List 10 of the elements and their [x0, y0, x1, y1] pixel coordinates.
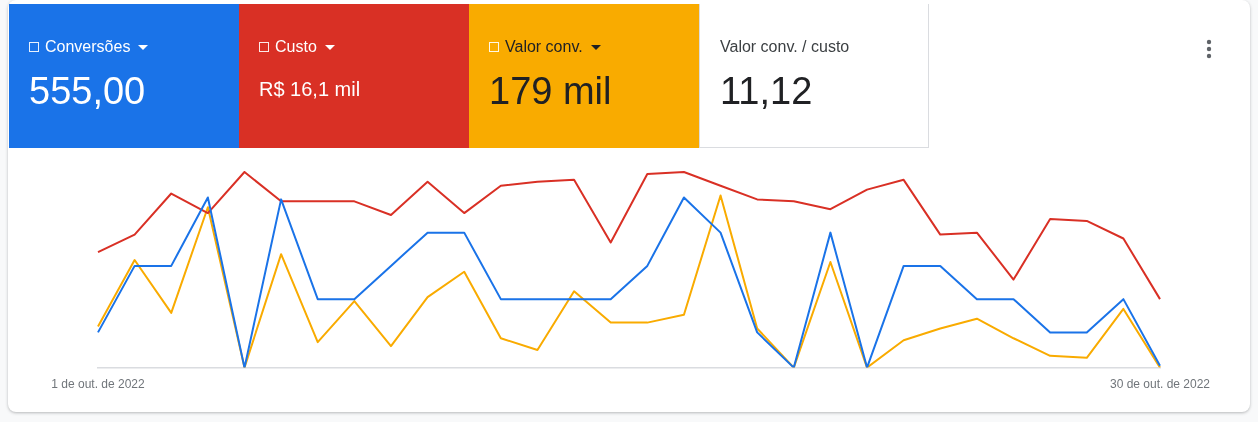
legend-label: Valor conv. — [505, 38, 583, 56]
x-tick-label: 30 de out. de 2022 — [1109, 377, 1211, 392]
text: 11,12 — [720, 70, 814, 113]
x-tick-label: 1 de out. de 2022 — [51, 377, 146, 392]
text: 555,00 — [29, 70, 147, 113]
legend-label: Conversões — [45, 38, 131, 56]
text: 179 mil — [489, 70, 613, 113]
text: R$ 16,1 mil — [259, 78, 362, 101]
text: Valor conv. / custo — [720, 38, 851, 56]
legend-label: Custo — [275, 38, 317, 56]
